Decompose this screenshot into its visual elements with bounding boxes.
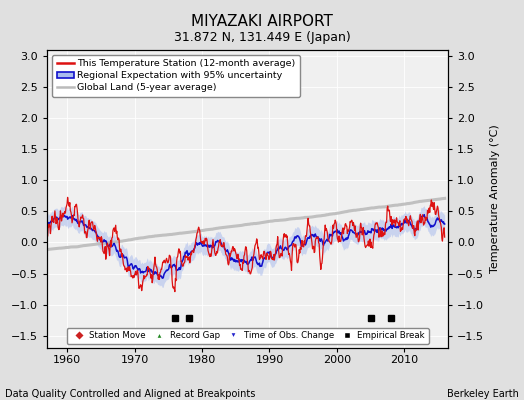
Text: Berkeley Earth: Berkeley Earth bbox=[447, 389, 519, 399]
Text: MIYAZAKI AIRPORT: MIYAZAKI AIRPORT bbox=[191, 14, 333, 29]
Y-axis label: Temperature Anomaly (°C): Temperature Anomaly (°C) bbox=[489, 125, 499, 273]
Text: 31.872 N, 131.449 E (Japan): 31.872 N, 131.449 E (Japan) bbox=[173, 31, 351, 44]
Text: Data Quality Controlled and Aligned at Breakpoints: Data Quality Controlled and Aligned at B… bbox=[5, 389, 256, 399]
Legend: Station Move, Record Gap, Time of Obs. Change, Empirical Break: Station Move, Record Gap, Time of Obs. C… bbox=[67, 328, 429, 344]
